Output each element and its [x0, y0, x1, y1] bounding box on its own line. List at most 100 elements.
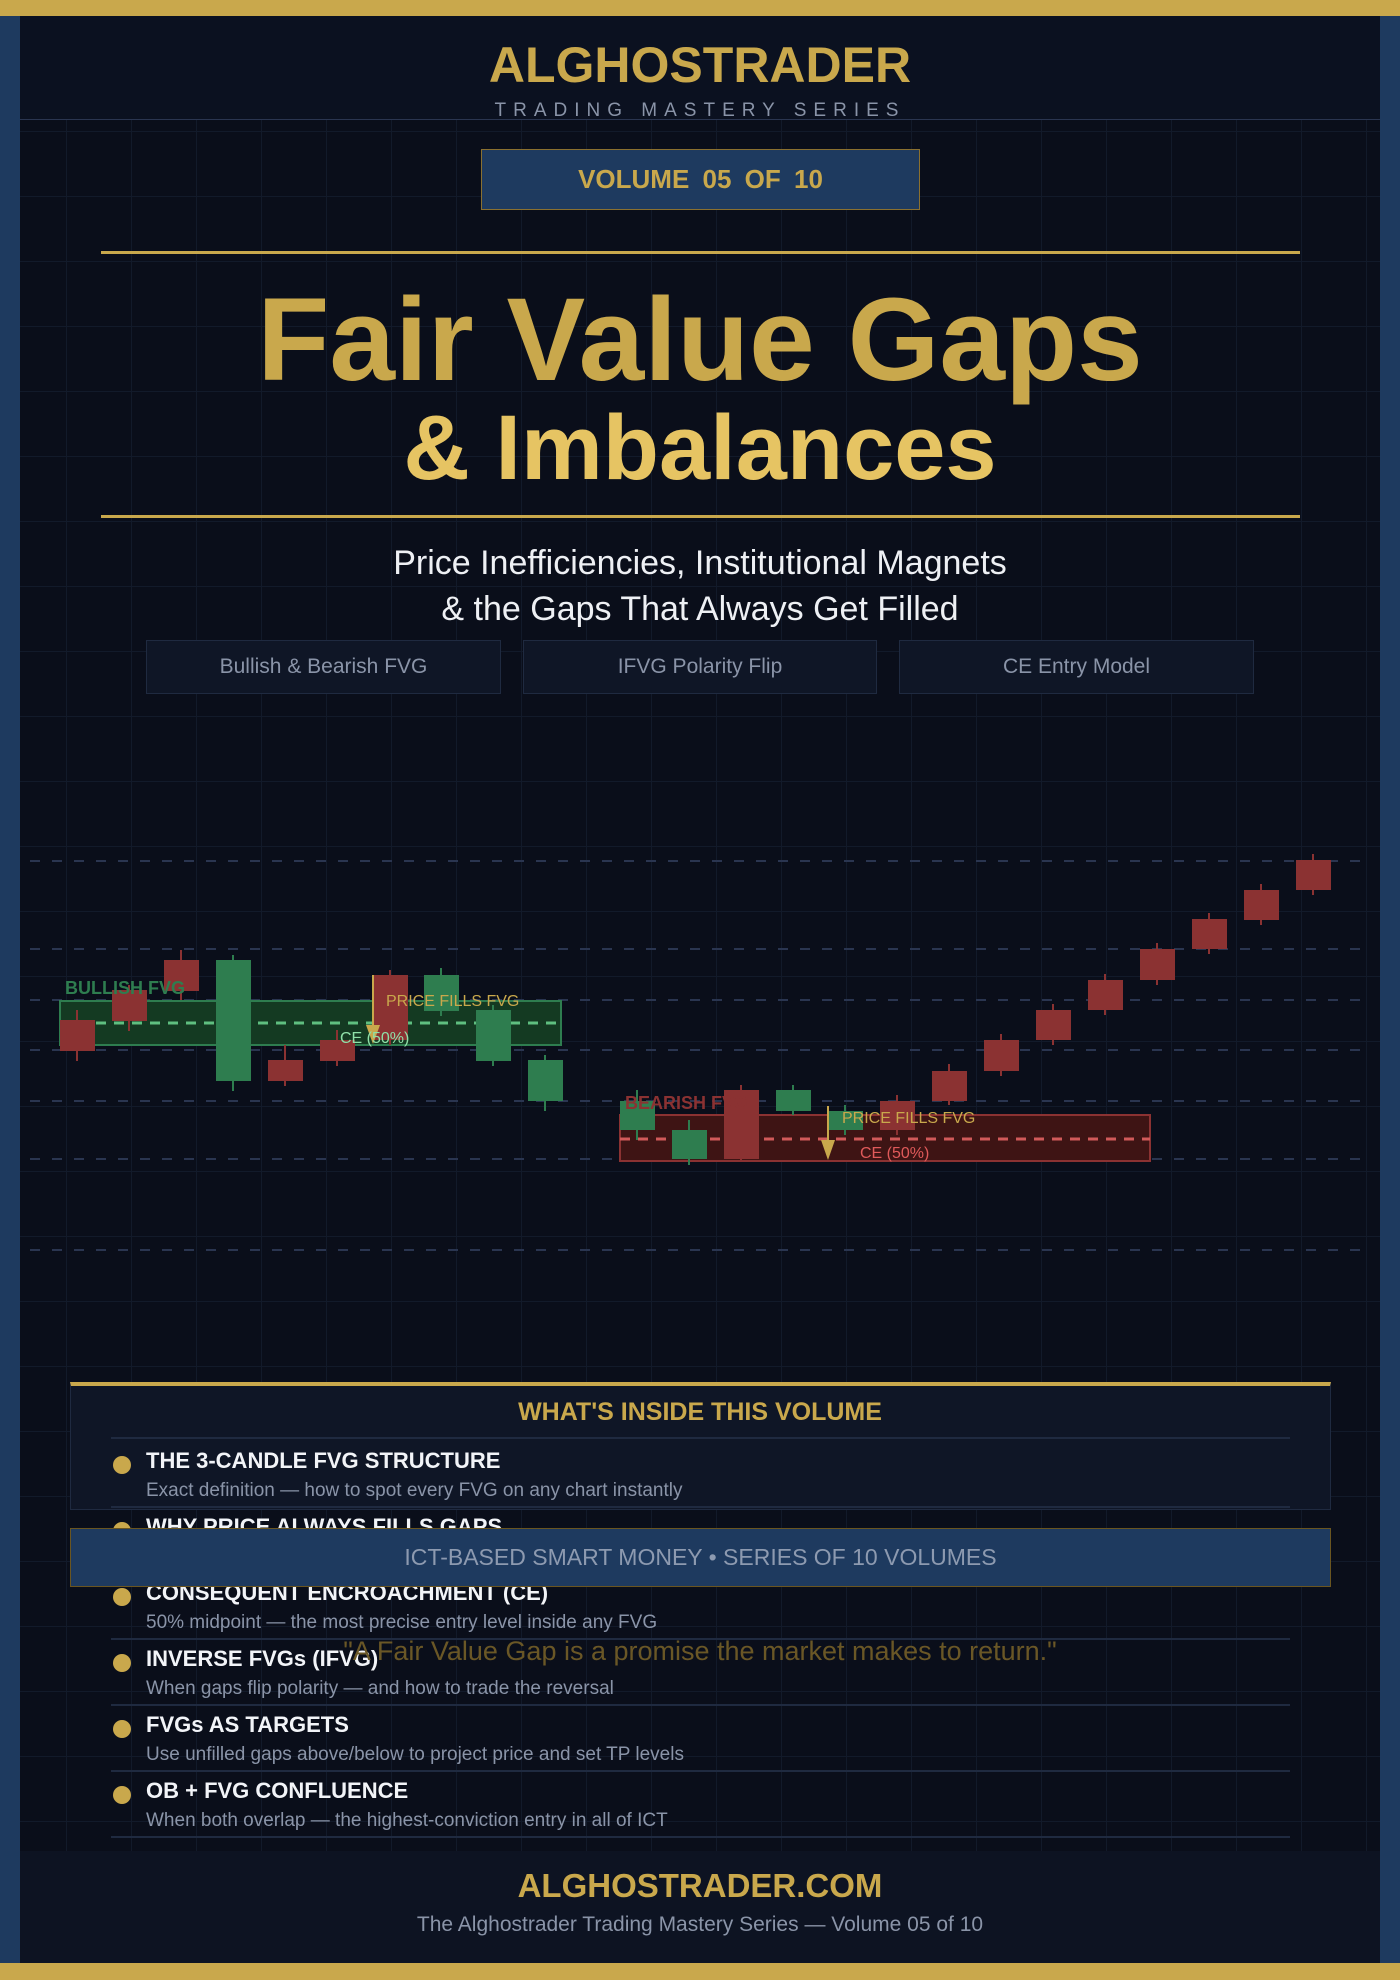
candle-body — [424, 975, 459, 1011]
series-banner: ICT-BASED SMART MONEY • SERIES OF 10 VOL… — [70, 1528, 1331, 1587]
candlestick-illustration: BULLISH FVG BEARISH FVG PRICE FILLS FVG … — [30, 854, 1361, 1251]
header: ALGHOSTRADER TRADING MASTERY SERIES — [20, 16, 1380, 121]
contents-item-title: THE 3-CANDLE FVG STRUCTURE — [146, 1448, 501, 1473]
bearish-candle — [1244, 884, 1279, 925]
left-border — [0, 16, 20, 1963]
footer: ALGHOSTRADER.COM The Alghostrader Tradin… — [20, 1851, 1380, 1963]
contents-item-title: FVGs AS TARGETS — [146, 1712, 349, 1737]
contents-item-title: INVERSE FVGs (IFVG) — [146, 1646, 379, 1671]
candle-body — [1088, 980, 1123, 1010]
candle-body — [112, 990, 147, 1021]
tag-bullish-bearish: Bullish & Bearish FVG — [146, 640, 501, 694]
candle-body — [672, 1130, 707, 1159]
bearish-candle — [880, 1095, 915, 1135]
candle-body — [776, 1090, 811, 1111]
bearish-fvg-label: BEARISH FVG — [625, 1093, 748, 1113]
tag-ifvg: IFVG Polarity Flip — [523, 640, 877, 694]
candle-body — [164, 960, 199, 991]
contents-divider — [111, 1704, 1290, 1706]
contents-item-title: OB + FVG CONFLUENCE — [146, 1778, 409, 1803]
bearish-candle — [112, 985, 147, 1031]
bearish-candle — [164, 950, 199, 1000]
price-fills-label-1: PRICE FILLS FVG — [386, 993, 519, 1010]
bullet-icon — [113, 1720, 131, 1738]
candle-body — [932, 1071, 967, 1101]
candle-body — [880, 1101, 915, 1130]
contents-title: WHAT'S INSIDE THIS VOLUME — [518, 1398, 882, 1426]
top-gold-bar — [0, 0, 1400, 16]
divider-bottom — [101, 515, 1300, 518]
bullet-icon — [113, 1786, 131, 1804]
tag-ce-entry: CE Entry Model — [899, 640, 1254, 694]
arrow-down-icon — [821, 1140, 835, 1160]
candle-body — [724, 1090, 759, 1159]
bullish-candle — [216, 955, 251, 1091]
candle-body — [60, 1020, 95, 1051]
price-fills-label-2: PRICE FILLS FVG — [842, 1110, 975, 1127]
bearish-candle — [268, 1045, 303, 1086]
bullet-icon — [113, 1456, 131, 1474]
candle-body — [373, 975, 408, 1040]
bearish-candle — [932, 1064, 967, 1105]
series-name: TRADING MASTERY SERIES — [494, 100, 906, 121]
footer-tagline: The Alghostrader Trading Mastery Series … — [416, 1913, 984, 1936]
footer-site-link[interactable]: ALGHOSTRADER.COM — [517, 1867, 883, 1904]
bullet-icon — [113, 1654, 131, 1672]
right-border — [1380, 16, 1400, 1963]
bullish-candle — [476, 1005, 511, 1066]
contents-divider — [111, 1836, 1290, 1838]
contents-item-desc: Exact definition — how to spot every FVG… — [146, 1480, 683, 1501]
ce-label-2: CE (50%) — [860, 1145, 929, 1162]
contents-item-desc: 50% midpoint — the most precise entry le… — [146, 1612, 658, 1633]
contents-divider — [111, 1770, 1290, 1772]
candle-body — [1296, 860, 1331, 890]
candle-body — [984, 1040, 1019, 1071]
bottom-gold-bar — [0, 1963, 1400, 1980]
divider-top — [101, 251, 1300, 254]
bearish-candle — [373, 970, 408, 1045]
bullish-candle — [672, 1120, 707, 1165]
candle-body — [620, 1101, 655, 1130]
bearish-candle — [1088, 974, 1123, 1015]
bearish-candle — [1036, 1004, 1071, 1045]
bullish-candle — [528, 1055, 563, 1111]
bullish-fvg-label: BULLISH FVG — [65, 978, 185, 998]
subtitle-line-2: & the Gaps That Always Get Filled — [441, 590, 959, 628]
contents-item-desc: Use unfilled gaps above/below to project… — [146, 1744, 684, 1765]
page-title-secondary: & Imbalances — [403, 397, 997, 499]
bullish-candle — [424, 968, 459, 1016]
subtitle-line-1: Price Inefficiencies, Institutional Magn… — [393, 544, 1007, 582]
contents-divider — [111, 1638, 1290, 1640]
candle-body — [1140, 949, 1175, 980]
contents-item-desc: When both overlap — the highest-convicti… — [146, 1810, 668, 1831]
page-title: Fair Value Gaps — [257, 274, 1143, 406]
bullish-candle — [828, 1105, 863, 1135]
contents-divider — [111, 1437, 1290, 1439]
ce-label-1: CE (50%) — [340, 1030, 409, 1047]
volume-badge: VOLUME 05 OF 10 — [481, 149, 920, 210]
bearish-candle — [1296, 854, 1331, 895]
bearish-candle — [60, 1010, 95, 1061]
bearish-candle — [1140, 943, 1175, 985]
quote: "A Fair Value Gap is a promise the marke… — [343, 1636, 1057, 1666]
bullish-candle — [776, 1085, 811, 1115]
brand-name: ALGHOSTRADER — [488, 37, 912, 93]
candle-body — [320, 1040, 355, 1061]
candle-body — [268, 1060, 303, 1081]
arrow-down-icon — [366, 1025, 380, 1044]
contents-panel — [70, 1382, 1331, 1510]
bullish-candle — [620, 1090, 655, 1140]
candle-body — [1036, 1010, 1071, 1040]
contents-item-desc: When gaps flip polarity — and how to tra… — [146, 1678, 614, 1699]
candle-body — [1192, 919, 1227, 949]
candle-body — [828, 1111, 863, 1130]
bearish-candle — [724, 1085, 759, 1162]
bullet-icon — [113, 1588, 131, 1606]
bearish-candle — [1192, 913, 1227, 954]
candle-body — [476, 1010, 511, 1061]
candle-body — [1244, 890, 1279, 920]
candle-body — [216, 960, 251, 1081]
candle-body — [528, 1060, 563, 1101]
contents-divider — [111, 1506, 1290, 1508]
bearish-candle — [984, 1034, 1019, 1076]
